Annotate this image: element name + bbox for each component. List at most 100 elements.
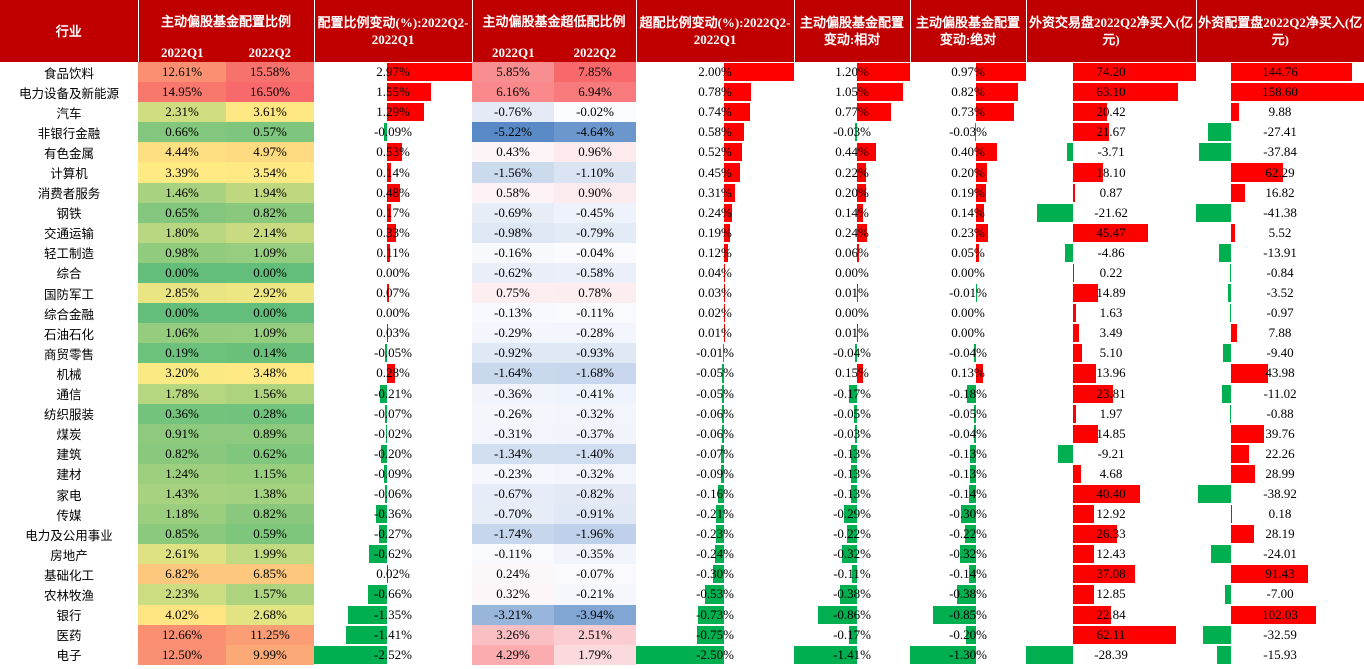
cell-o2: -1.10%: [554, 162, 637, 183]
value-bar: [850, 484, 857, 504]
value-label: 1.29%: [376, 104, 410, 120]
cell-cf: 91.43: [1196, 564, 1364, 584]
value-bar: [855, 424, 857, 443]
cell-name: 电力设备及新能源: [18, 85, 119, 101]
cell-tr: 45.47: [1026, 223, 1196, 243]
cell-a1: 0.82%: [138, 443, 226, 464]
value-label: -38.92: [1263, 486, 1297, 502]
cell-tr: 20.42: [1026, 102, 1196, 122]
value-label: -0.18%: [949, 385, 987, 401]
cell-ac: -0.02%: [314, 424, 472, 444]
cell-a2: 0.28%: [226, 403, 315, 424]
cell-cf: 102.03: [1196, 605, 1364, 625]
value-label: 0.11%: [376, 244, 410, 260]
value-label: -0.13%: [833, 445, 871, 461]
value-label: 0.05%: [951, 244, 985, 260]
cell-a1: 6.82%: [138, 564, 226, 585]
value-bar: [1230, 404, 1231, 423]
cell-oc: -2.50%: [636, 645, 794, 665]
value-label: 0.15%: [835, 365, 869, 381]
cell-abs: 0.73%: [910, 102, 1026, 122]
cell-a2: 1.09%: [226, 242, 315, 263]
value-label: -0.04%: [949, 425, 987, 441]
cell-a1: 2.31%: [138, 102, 226, 123]
value-label: 0.87: [1099, 184, 1123, 200]
cell-rel: -0.17%: [794, 384, 910, 404]
cell-a1: 1.06%: [138, 323, 226, 344]
header-over-q1: 2022Q1: [472, 42, 555, 62]
table-row: 医药 12.66% 11.25% -1.41% 3.26% 2.51% -0.75% -0.1…: [0, 624, 1364, 645]
cell-ac: -0.27%: [314, 524, 472, 544]
cell-cf: -0.97: [1196, 303, 1364, 323]
cell-name: 综合: [56, 266, 82, 282]
cell-cf: -37.84: [1196, 142, 1364, 162]
value-label: 28.19: [1265, 526, 1295, 542]
value-bar: [1229, 304, 1231, 323]
value-bar: [386, 143, 402, 162]
cell-cf: -3.52: [1196, 283, 1364, 303]
cell-o2: -0.37%: [554, 423, 637, 444]
value-bar: [1210, 545, 1231, 564]
value-bar: [849, 625, 857, 644]
value-label: -15.93: [1263, 646, 1297, 662]
cell-ac: -1.35%: [314, 605, 472, 625]
value-bar: [961, 505, 977, 524]
value-label: 5.10: [1099, 345, 1123, 361]
value-bar: [969, 484, 977, 504]
table-row: 食品饮料 12.61% 15.58% 2.97% 5.85% 7.85% 2.00% 1.20…: [0, 62, 1364, 83]
value-label: -0.53%: [696, 586, 734, 602]
header-allocation-change: 配置比例变动(%):2022Q2-2022Q1: [314, 0, 473, 62]
value-label: -0.05%: [949, 405, 987, 421]
table-row: 计算机 3.39% 3.54% 0.14% -1.56% -1.10% 0.45% 0.22%…: [0, 162, 1364, 183]
value-bar: [965, 525, 977, 544]
value-label: 0.17%: [376, 204, 410, 220]
value-label: 0.22%: [835, 164, 869, 180]
value-bar: [976, 103, 1014, 122]
cell-cf: 16.82: [1196, 183, 1364, 203]
value-bar: [1230, 223, 1236, 242]
value-bar: [1196, 203, 1231, 222]
value-bar: [969, 444, 977, 463]
table-row: 房地产 2.61% 1.99% -0.62% -0.11% -0.35% -0.24% -0.…: [0, 544, 1364, 565]
cell-cf: 62.29: [1196, 162, 1364, 182]
value-bar: [850, 464, 857, 483]
cell-a1: 1.24%: [138, 463, 226, 484]
cell-a1: 12.66%: [138, 624, 226, 645]
value-label: -0.29%: [833, 506, 871, 522]
cell-abs: -0.38%: [910, 584, 1026, 604]
value-label: -21.62: [1094, 204, 1128, 220]
value-label: -7.00: [1266, 586, 1294, 602]
cell-abs: -0.05%: [910, 404, 1026, 424]
value-label: -0.04%: [833, 345, 871, 361]
value-label: 1.55%: [376, 84, 410, 100]
cell-a1: 4.02%: [138, 604, 226, 625]
cell-o1: 4.29%: [472, 644, 555, 665]
value-label: -0.20%: [374, 445, 412, 461]
cell-o1: -5.22%: [472, 122, 555, 143]
value-bar: [975, 284, 977, 303]
value-bar: [856, 364, 864, 383]
value-label: -0.09%: [374, 465, 412, 481]
value-label: -0.02%: [374, 425, 412, 441]
cell-o2: 2.51%: [554, 624, 637, 645]
value-label: -24.01: [1263, 546, 1297, 562]
cell-oc: -0.05%: [636, 384, 794, 404]
value-label: -4.86: [1097, 244, 1125, 260]
value-bar: [386, 324, 388, 343]
table-row: 建材 1.24% 1.15% -0.09% -0.23% -0.32% -0.09% -0.1…: [0, 463, 1364, 484]
cell-abs: -0.14%: [910, 564, 1026, 584]
cell-rel: 0.01%: [794, 283, 910, 303]
cell-a2: 16.50%: [226, 82, 315, 103]
cell-ac: 0.17%: [314, 203, 472, 223]
cell-a2: 2.14%: [226, 222, 315, 243]
cell-name: 基础化工: [43, 567, 94, 583]
table-row: 非银行金融 0.66% 0.57% -0.09% -5.22% -4.64% 0.58% -0…: [0, 122, 1364, 143]
value-label: 0.02%: [698, 305, 732, 321]
value-bar: [1230, 444, 1250, 463]
cell-o2: -0.11%: [554, 303, 637, 324]
cell-abs: -0.18%: [910, 384, 1026, 404]
value-bar: [976, 183, 987, 202]
value-bar: [380, 444, 387, 463]
value-label: 40.40: [1096, 486, 1126, 502]
cell-a1: 14.95%: [138, 82, 226, 103]
